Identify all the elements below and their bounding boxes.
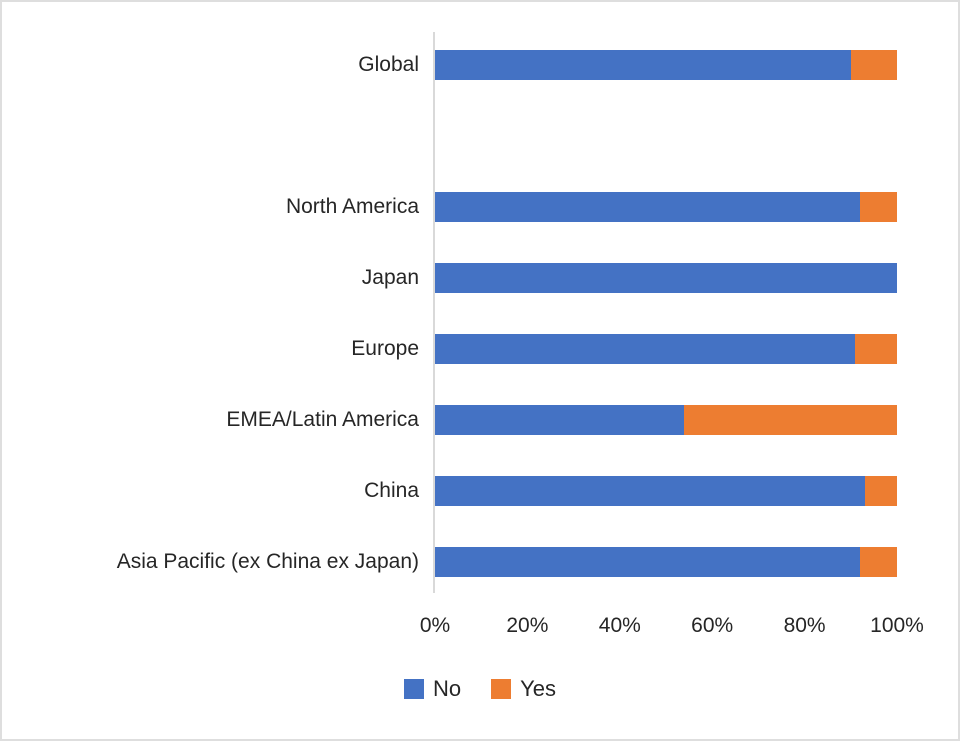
bar-segment-no (435, 475, 865, 506)
chart-row (2, 100, 958, 171)
x-tick-label: 100% (870, 614, 924, 637)
bar-segment-yes (860, 546, 897, 577)
legend: No Yes (2, 676, 958, 702)
bar-segment-yes (855, 333, 897, 364)
bar-track (435, 191, 897, 222)
category-label: Global (358, 52, 419, 76)
bar-segment-yes (864, 475, 897, 506)
bar-segment-no (435, 546, 861, 577)
x-tick-label: 20% (506, 614, 549, 637)
chart-row: North America (2, 171, 958, 242)
bar-track (435, 546, 897, 577)
x-tick-label: 0% (419, 614, 451, 637)
bar-rows: Global North America Japan Europe EMEA/Latin… (2, 29, 958, 597)
legend-swatch-icon (491, 679, 512, 699)
category-label: EMEA/Latin America (226, 407, 419, 431)
legend-label: Yes (520, 676, 556, 701)
chart-row: Asia Pacific (ex China ex Japan) (2, 526, 958, 597)
bar-segment-no (435, 404, 685, 435)
legend-entry-no: No (403, 676, 462, 702)
chart-row: Europe (2, 313, 958, 384)
legend-entry-yes: Yes (491, 676, 556, 702)
category-label: Japan (361, 265, 419, 289)
category-label: China (364, 478, 419, 502)
chart-row: China (2, 455, 958, 526)
bar-track (435, 475, 897, 506)
chart-row: Japan (2, 242, 958, 313)
chart-row: EMEA/Latin America (2, 384, 958, 455)
bar-track (435, 49, 897, 80)
category-label: Asia Pacific (ex China ex Japan) (116, 549, 419, 573)
bar-segment-no (435, 333, 856, 364)
legend-label: No (432, 676, 462, 701)
x-tick-label: 60% (691, 614, 734, 637)
bar-segment-no (435, 49, 851, 80)
bar-segment-yes (684, 404, 897, 435)
x-tick-label: 40% (598, 614, 641, 637)
bar-track (435, 262, 897, 293)
bar-segment-yes (850, 49, 897, 80)
bar-track (435, 333, 897, 364)
bar-segment-yes (860, 191, 897, 222)
x-axis: 0% 20% 40% 60% 80% 100% (420, 614, 924, 644)
bar-segment-no (435, 191, 861, 222)
legend-swatch-icon (403, 679, 424, 699)
bar-track (435, 121, 897, 151)
category-label: North America (285, 194, 419, 218)
bar-track (435, 404, 897, 435)
chart-row: Global (2, 29, 958, 100)
bar-segment-no (435, 262, 897, 293)
category-label: Europe (351, 336, 419, 360)
x-tick-label: 80% (783, 614, 826, 637)
y-axis-line (433, 32, 435, 593)
